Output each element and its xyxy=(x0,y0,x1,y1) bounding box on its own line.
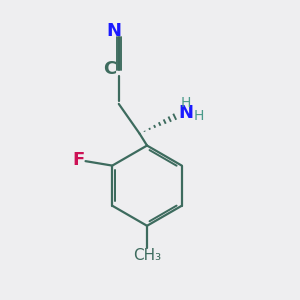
Text: CH₃: CH₃ xyxy=(133,248,161,263)
Text: F: F xyxy=(73,151,85,169)
Text: H: H xyxy=(193,109,204,123)
Text: H: H xyxy=(181,96,191,110)
Text: N: N xyxy=(179,104,194,122)
Text: C: C xyxy=(103,60,116,78)
Text: N: N xyxy=(106,22,121,40)
